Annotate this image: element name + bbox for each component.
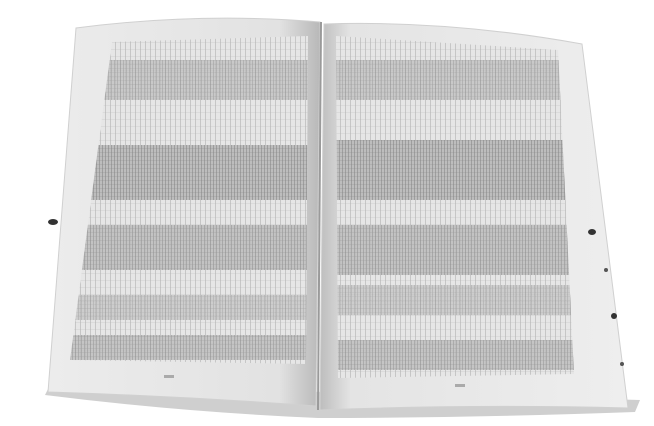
photo xyxy=(0,0,654,426)
right-table xyxy=(330,30,580,380)
page-number xyxy=(164,375,174,378)
hole xyxy=(620,362,624,366)
hole xyxy=(611,313,617,319)
page-number xyxy=(455,384,465,387)
hole xyxy=(48,219,58,225)
hole xyxy=(604,268,608,272)
hole xyxy=(588,229,596,235)
